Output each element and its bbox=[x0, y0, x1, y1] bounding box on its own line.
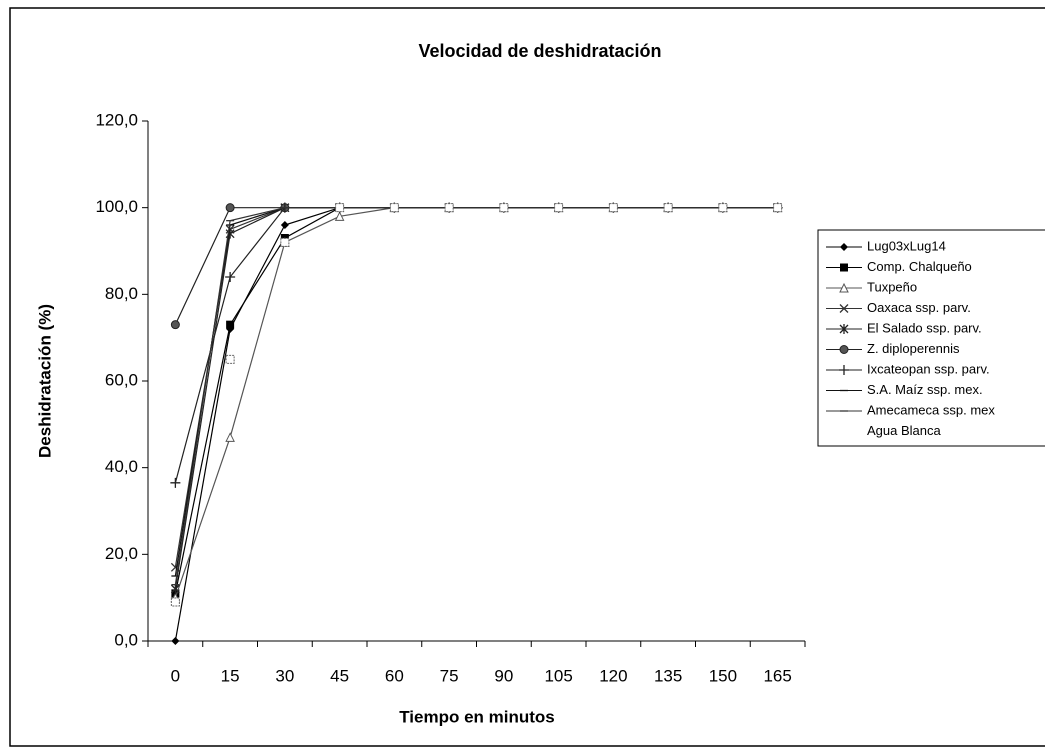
legend-marker bbox=[839, 304, 849, 313]
data-point bbox=[334, 211, 345, 221]
legend bbox=[817, 229, 1045, 447]
x-tick-label: 60 bbox=[385, 666, 404, 685]
legend-marker bbox=[839, 365, 849, 375]
y-tick-label: 120,0 bbox=[95, 110, 138, 129]
chart-title: Velocidad de deshidratación bbox=[418, 41, 661, 61]
data-point bbox=[170, 584, 180, 594]
data-point bbox=[389, 203, 399, 213]
y-tick-label: 40,0 bbox=[105, 457, 138, 476]
y-tick-label: 60,0 bbox=[105, 370, 138, 389]
legend-marker bbox=[839, 282, 849, 293]
legend-label: Lug03xLug14 bbox=[867, 238, 946, 253]
legend-label: Agua Blanca bbox=[867, 423, 941, 438]
y-tick-label: 0,0 bbox=[114, 630, 138, 649]
data-point bbox=[499, 203, 509, 213]
data-point bbox=[608, 203, 618, 213]
legend-label: Ixcateopan ssp. parv. bbox=[867, 361, 990, 376]
data-point bbox=[225, 272, 236, 282]
x-axis-label: Tiempo en minutos bbox=[399, 707, 555, 726]
legend-label: S.A. Maíz ssp. mex. bbox=[867, 382, 983, 397]
data-point bbox=[225, 354, 235, 364]
x-tick-label: 165 bbox=[763, 666, 791, 685]
legend-label: Amecameca ssp. mex bbox=[867, 402, 995, 417]
x-tick-label: 90 bbox=[494, 666, 513, 685]
y-tick-label: 20,0 bbox=[105, 544, 138, 563]
data-point bbox=[170, 597, 180, 607]
y-axis-label: Deshidratación (%) bbox=[35, 304, 54, 458]
y-tick-label: 80,0 bbox=[105, 284, 138, 303]
data-point bbox=[170, 320, 180, 330]
legend-marker bbox=[840, 243, 848, 251]
legend-marker bbox=[839, 345, 849, 354]
legend-label: Comp. Chalqueño bbox=[867, 259, 972, 274]
x-tick-label: 30 bbox=[275, 666, 294, 685]
series-line bbox=[174, 207, 778, 585]
data-point bbox=[773, 203, 783, 213]
data-point bbox=[554, 203, 564, 213]
legend-label: Tuxpeño bbox=[867, 279, 917, 294]
data-point bbox=[280, 237, 290, 247]
x-tick-label: 135 bbox=[654, 666, 682, 685]
legend-label: El Salado ssp. parv. bbox=[867, 320, 982, 335]
data-point bbox=[226, 320, 235, 329]
data-point bbox=[663, 203, 673, 213]
legend-label: Z. diploperennis bbox=[867, 341, 960, 356]
data-point bbox=[335, 203, 345, 213]
x-tick-label: 45 bbox=[330, 666, 349, 685]
data-point bbox=[444, 203, 454, 213]
data-point bbox=[171, 637, 180, 645]
data-point bbox=[225, 432, 235, 442]
legend-marker bbox=[839, 324, 849, 334]
x-tick-label: 105 bbox=[544, 666, 572, 685]
x-tick-label: 15 bbox=[221, 666, 240, 685]
legend-marker bbox=[840, 263, 848, 272]
y-tick-label: 100,0 bbox=[95, 197, 138, 216]
data-point bbox=[225, 203, 235, 213]
data-point bbox=[170, 477, 181, 488]
data-point bbox=[280, 221, 289, 229]
x-tick-label: 75 bbox=[440, 666, 459, 685]
legend-label: Oaxaca ssp. parv. bbox=[867, 300, 971, 315]
x-tick-label: 150 bbox=[709, 666, 737, 685]
data-point bbox=[718, 203, 728, 213]
x-tick-label: 120 bbox=[599, 666, 627, 685]
x-tick-label: 0 bbox=[171, 666, 180, 685]
